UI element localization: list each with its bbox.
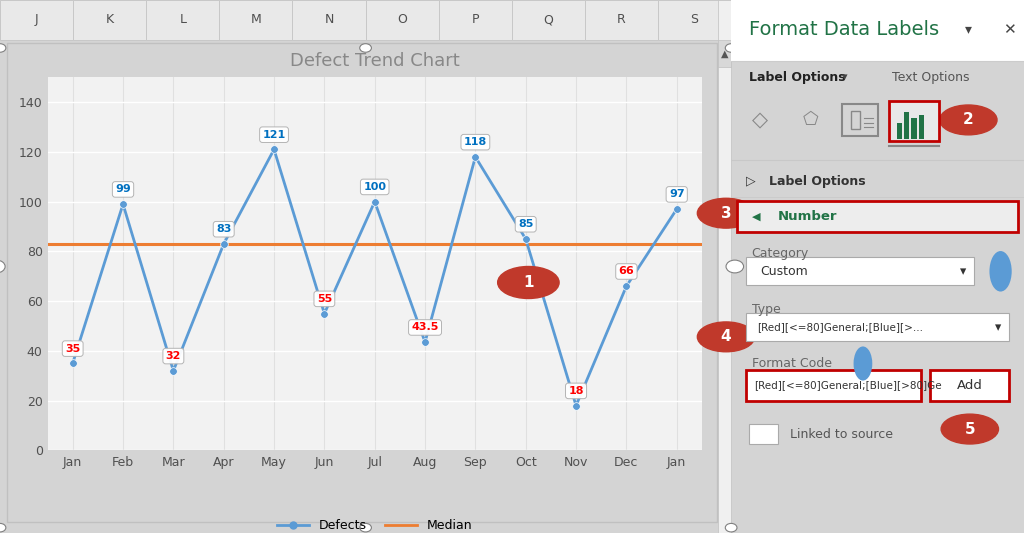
Circle shape bbox=[989, 251, 1012, 292]
Bar bbox=[919, 115, 924, 139]
Text: 100: 100 bbox=[364, 182, 386, 192]
Text: Type: Type bbox=[752, 303, 780, 316]
Bar bbox=[512, 0, 585, 40]
Text: Label Options: Label Options bbox=[769, 175, 866, 188]
Text: Q: Q bbox=[544, 13, 553, 27]
Text: Text Options: Text Options bbox=[892, 71, 970, 84]
Text: 43.5: 43.5 bbox=[412, 322, 438, 333]
Text: 3: 3 bbox=[721, 206, 731, 221]
Bar bbox=[0, 0, 73, 40]
Bar bbox=[438, 0, 512, 40]
Bar bbox=[366, 0, 438, 40]
Text: 55: 55 bbox=[316, 294, 332, 304]
Text: ◀: ◀ bbox=[752, 212, 760, 221]
Text: 4: 4 bbox=[721, 329, 731, 344]
Circle shape bbox=[725, 44, 737, 52]
Text: 83: 83 bbox=[216, 224, 231, 234]
Text: i: i bbox=[861, 359, 864, 368]
Text: 118: 118 bbox=[464, 137, 487, 147]
Circle shape bbox=[940, 105, 997, 135]
Text: J: J bbox=[35, 13, 38, 27]
Text: P: P bbox=[471, 13, 479, 27]
Bar bbox=[745, 313, 1010, 341]
Bar bbox=[718, 40, 731, 67]
Bar bbox=[658, 0, 731, 40]
Bar bbox=[889, 101, 939, 141]
Bar bbox=[731, 0, 1024, 61]
Circle shape bbox=[0, 523, 6, 532]
Text: ▲: ▲ bbox=[721, 49, 728, 58]
Bar bbox=[904, 112, 909, 139]
Text: Format Code: Format Code bbox=[752, 357, 831, 370]
Circle shape bbox=[359, 523, 372, 532]
Text: Custom: Custom bbox=[761, 265, 808, 278]
Text: ▾: ▾ bbox=[959, 265, 966, 278]
Text: Number: Number bbox=[778, 210, 838, 223]
Text: Label Options: Label Options bbox=[749, 71, 846, 84]
Text: Add: Add bbox=[956, 379, 983, 392]
Text: ⬠: ⬠ bbox=[803, 111, 818, 129]
Text: L: L bbox=[179, 13, 186, 27]
Circle shape bbox=[725, 523, 737, 532]
Text: 97: 97 bbox=[669, 189, 684, 199]
Text: S: S bbox=[690, 13, 698, 27]
Text: [Red][<=80]General;[Blue][>...: [Red][<=80]General;[Blue][>... bbox=[758, 322, 924, 332]
Bar bbox=[897, 123, 902, 139]
Circle shape bbox=[359, 44, 372, 52]
Text: ✕: ✕ bbox=[1004, 22, 1016, 37]
Bar bbox=[293, 0, 366, 40]
Bar bbox=[843, 104, 878, 136]
Circle shape bbox=[697, 322, 755, 352]
Text: N: N bbox=[325, 13, 334, 27]
Bar bbox=[930, 370, 1010, 401]
Circle shape bbox=[941, 414, 998, 444]
Circle shape bbox=[726, 260, 743, 273]
Text: Category: Category bbox=[752, 247, 809, 260]
Bar bbox=[851, 111, 860, 129]
Legend: Defects, Median: Defects, Median bbox=[272, 514, 477, 533]
Text: [Red][<=80]General;[Blue][>80]Ge: [Red][<=80]General;[Blue][>80]Ge bbox=[755, 381, 942, 390]
Circle shape bbox=[697, 198, 755, 228]
Bar bbox=[585, 0, 658, 40]
Text: 121: 121 bbox=[262, 130, 286, 140]
Text: O: O bbox=[397, 13, 408, 27]
Text: R: R bbox=[617, 13, 626, 27]
Bar bbox=[749, 424, 778, 444]
Title: Defect Trend Chart: Defect Trend Chart bbox=[290, 52, 460, 70]
Text: ▷: ▷ bbox=[745, 175, 756, 188]
Text: 85: 85 bbox=[518, 219, 534, 229]
Text: ▾: ▾ bbox=[843, 72, 848, 82]
Bar bbox=[219, 0, 293, 40]
Bar bbox=[718, 0, 731, 533]
Bar bbox=[146, 0, 219, 40]
Text: Linked to source: Linked to source bbox=[790, 428, 893, 441]
Text: K: K bbox=[105, 13, 114, 27]
Text: ▾: ▾ bbox=[966, 22, 973, 36]
Circle shape bbox=[0, 260, 5, 273]
Circle shape bbox=[854, 346, 872, 381]
Text: 66: 66 bbox=[618, 266, 634, 277]
Text: Format Data Labels: Format Data Labels bbox=[749, 20, 939, 39]
Text: ▾: ▾ bbox=[994, 321, 1001, 334]
Text: 2: 2 bbox=[963, 112, 974, 127]
Text: 99: 99 bbox=[115, 184, 131, 195]
Bar bbox=[73, 0, 146, 40]
Circle shape bbox=[0, 44, 6, 52]
Bar bbox=[745, 257, 974, 285]
Text: M: M bbox=[251, 13, 261, 27]
Text: i: i bbox=[998, 266, 1002, 276]
Text: 5: 5 bbox=[965, 422, 975, 437]
Text: 32: 32 bbox=[166, 351, 181, 361]
Bar bbox=[745, 370, 922, 401]
Text: 1: 1 bbox=[523, 275, 534, 290]
Circle shape bbox=[498, 266, 559, 298]
Bar bbox=[911, 118, 916, 139]
Text: 18: 18 bbox=[568, 386, 584, 396]
Text: ◇: ◇ bbox=[753, 110, 768, 130]
Bar bbox=[737, 201, 1018, 232]
Text: 35: 35 bbox=[66, 344, 80, 353]
